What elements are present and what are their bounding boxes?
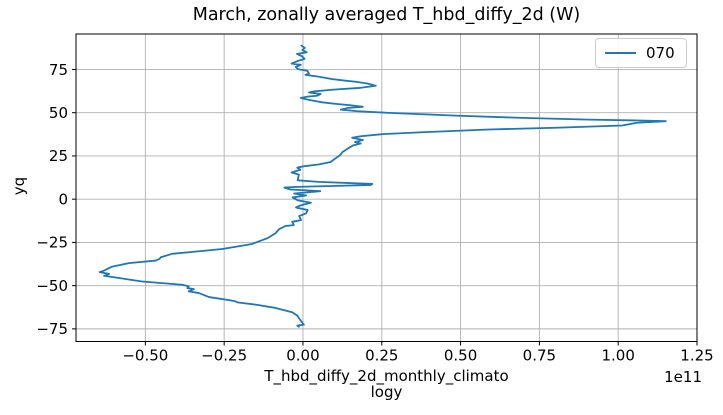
y-tick-label: 50: [49, 104, 68, 122]
x-tick-label: −0.25: [201, 347, 247, 365]
x-axis-label-line1: T_hbd_diffy_2d_monthly_climato: [264, 367, 509, 385]
chart-title: March, zonally averaged T_hbd_diffy_2d (…: [192, 5, 581, 25]
x-tick-label: 0.75: [523, 347, 556, 365]
x-tick-label: 1.00: [601, 347, 634, 365]
x-axis-offset-label: 1e11: [664, 368, 702, 386]
y-tick-label: −75: [36, 320, 68, 338]
data-line-070: [98, 44, 667, 328]
y-tick-label: 0: [58, 190, 68, 208]
y-tick-label: −25: [36, 234, 68, 252]
y-tick-label: −50: [36, 277, 68, 295]
x-axis-label-line2: logy: [370, 383, 403, 401]
x-tick-label: 0.50: [444, 347, 477, 365]
x-tick-label: 1.25: [680, 347, 713, 365]
x-tick-label: 0.00: [286, 347, 319, 365]
x-tick-label: 0.25: [365, 347, 398, 365]
legend-label: 070: [646, 44, 675, 62]
y-axis-label: yq: [10, 176, 28, 196]
y-tick-label: 75: [49, 61, 68, 79]
axes-frame: [75, 33, 698, 342]
x-axis-label: T_hbd_diffy_2d_monthly_climato logy: [76, 368, 697, 400]
x-tick-label: −0.50: [122, 347, 168, 365]
legend-line-sample-icon: [605, 52, 636, 54]
legend: 070: [595, 38, 687, 68]
y-tick-label: 25: [49, 147, 68, 165]
